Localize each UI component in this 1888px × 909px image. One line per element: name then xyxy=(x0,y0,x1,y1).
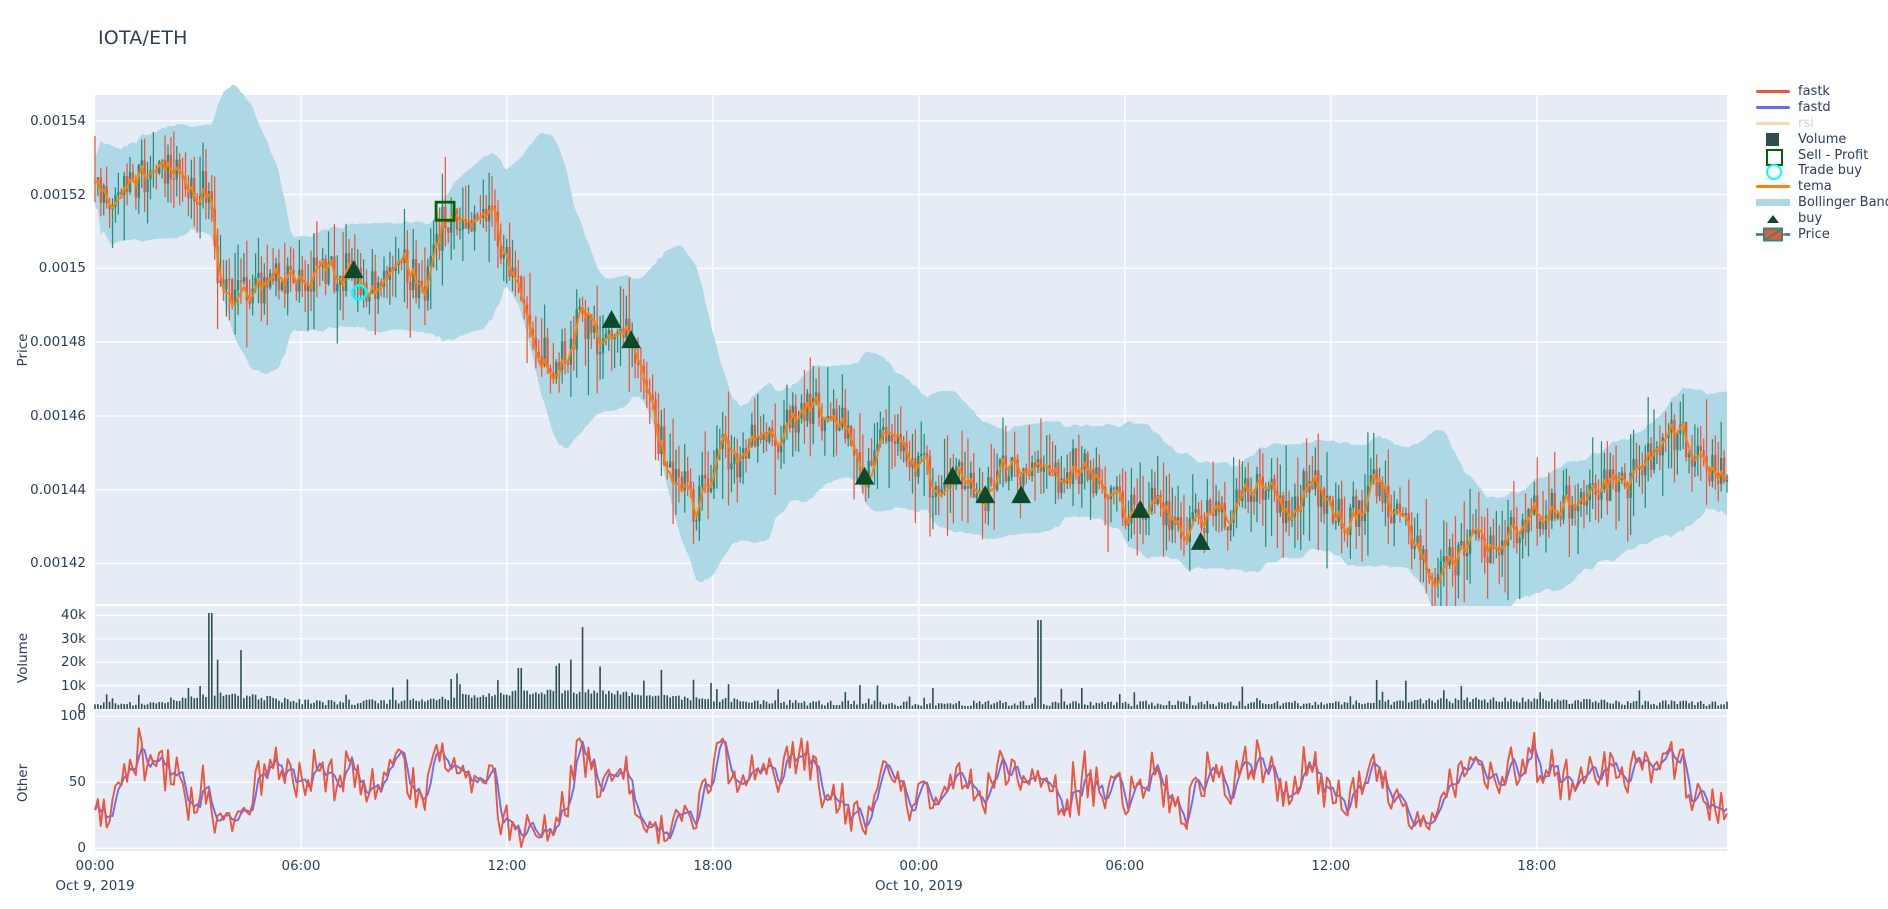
legend-label: Price xyxy=(1798,226,1830,242)
legend-item-rsi[interactable]: rsi xyxy=(1755,116,1888,132)
x-axis-tick: 06:00 xyxy=(282,858,321,874)
legend-marker-line-icon xyxy=(1755,179,1791,194)
open-circle-icon xyxy=(1766,164,1782,181)
price-y-tick: 0.00148 xyxy=(30,334,86,351)
legend-label: fastd xyxy=(1798,100,1831,116)
legend-item-fastd[interactable]: fastd xyxy=(1755,100,1888,116)
x-axis-tick: 00:00 Oct 10, 2019 xyxy=(875,858,963,894)
triangle-up-icon xyxy=(1767,214,1779,223)
band-swatch-icon xyxy=(1756,198,1790,206)
price-y-tick: 0.00152 xyxy=(30,186,86,203)
other-y-tick: 50 xyxy=(68,774,86,791)
buy-marker xyxy=(1190,531,1211,550)
trade-buy-marker xyxy=(351,284,368,301)
legend-label: tema xyxy=(1798,179,1832,195)
volume-plot-svg xyxy=(94,606,1728,710)
price-plot-svg xyxy=(93,85,1729,628)
line-swatch-icon xyxy=(1756,106,1790,110)
legend-marker-band-icon xyxy=(1755,195,1791,210)
buy-marker xyxy=(975,485,996,504)
candlestick-swatch-icon xyxy=(1756,227,1790,242)
legend-item-sell-profit[interactable]: Sell - Profit xyxy=(1755,147,1888,166)
price-axis-title: Price xyxy=(15,333,31,367)
other-axis-title: Other xyxy=(15,763,31,803)
line-swatch-icon xyxy=(1756,121,1790,125)
price-y-tick: 0.00142 xyxy=(30,555,86,572)
x-tick-time: 18:00 xyxy=(1517,858,1557,874)
legend-label: Trade buy xyxy=(1798,163,1862,179)
price-y-tick: 0.00154 xyxy=(30,112,86,129)
price-subplot xyxy=(93,85,1729,628)
legend-label: Volume xyxy=(1798,131,1847,147)
volume-y-tick: 20k xyxy=(61,654,86,671)
legend-label: Sell - Profit xyxy=(1798,147,1869,163)
x-tick-date: Oct 9, 2019 xyxy=(55,878,135,894)
legend-label: Bollinger Band xyxy=(1798,194,1888,210)
x-axis-tick: 06:00 xyxy=(1105,858,1144,874)
x-axis-tick: 12:00 xyxy=(487,858,526,874)
volume-axis-title: Volume xyxy=(15,632,31,684)
legend-item-buy[interactable]: buy xyxy=(1755,210,1888,226)
other-plot-svg xyxy=(94,711,1728,851)
x-tick-time: 00:00 xyxy=(75,858,115,874)
legend-label: buy xyxy=(1798,210,1823,226)
legend-label: rsi xyxy=(1798,115,1814,131)
buy-marker xyxy=(854,466,875,485)
volume-subplot xyxy=(94,606,1728,710)
fastk-line xyxy=(94,727,1728,848)
other-subplot xyxy=(94,711,1728,851)
legend-marker-candle-icon xyxy=(1755,227,1791,242)
x-tick-time: 12:00 xyxy=(1311,858,1351,874)
line-swatch-icon xyxy=(1756,90,1790,94)
legend-item-bollinger-band[interactable]: Bollinger Band xyxy=(1755,195,1888,211)
legend-item-tema[interactable]: tema xyxy=(1755,179,1888,195)
buy-marker xyxy=(1130,499,1151,518)
sell-profit-marker xyxy=(434,200,456,222)
legend-marker-square-open-icon xyxy=(1755,148,1791,166)
x-tick-date: Oct 10, 2019 xyxy=(874,878,963,894)
other-y-tick: 0 xyxy=(77,840,86,857)
legend-marker-circle-open-icon xyxy=(1755,163,1791,181)
x-axis-tick: 00:00 Oct 9, 2019 xyxy=(55,858,134,894)
legend-marker-line-icon xyxy=(1755,116,1791,131)
x-axis-tick: 12:00 xyxy=(1311,858,1350,874)
legend-marker-square-icon xyxy=(1755,132,1791,147)
legend-item-fastk[interactable]: fastk xyxy=(1755,84,1888,100)
price-y-tick: 0.00146 xyxy=(30,407,86,424)
x-tick-time: 00:00 xyxy=(899,858,939,874)
legend-item-trade-buy[interactable]: Trade buy xyxy=(1755,163,1888,181)
buy-marker xyxy=(1011,485,1032,504)
x-axis-tick: 18:00 xyxy=(693,858,732,874)
x-tick-time: 12:00 xyxy=(487,858,527,874)
buy-marker xyxy=(621,330,641,349)
x-tick-time: 06:00 xyxy=(281,858,321,874)
volume-y-tick: 40k xyxy=(61,607,86,624)
legend-item-volume[interactable]: Volume xyxy=(1755,131,1888,147)
chart-legend[interactable]: fastk fastd rsi Volume Sell - Profit Trade bu… xyxy=(1755,84,1888,242)
buy-marker xyxy=(343,260,364,279)
buy-marker xyxy=(601,309,622,328)
legend-marker-triangle-icon xyxy=(1755,211,1791,226)
x-tick-time: 18:00 xyxy=(693,858,733,874)
chart-title: IOTA/ETH xyxy=(98,27,188,49)
line-swatch-icon xyxy=(1756,185,1790,189)
legend-item-price[interactable]: Price xyxy=(1755,226,1888,242)
x-tick-time: 06:00 xyxy=(1105,858,1145,874)
fastd-line xyxy=(94,740,1728,840)
buy-marker xyxy=(942,466,963,485)
volume-y-tick: 30k xyxy=(61,630,86,647)
other-y-tick: 100 xyxy=(60,708,86,725)
volume-y-tick: 0 xyxy=(77,701,86,717)
volume-y-tick: 10k xyxy=(61,677,86,694)
legend-label: fastk xyxy=(1798,84,1830,100)
price-y-tick: 0.00144 xyxy=(30,481,86,498)
price-y-tick: 0.0015 xyxy=(38,260,86,277)
square-swatch-icon xyxy=(1766,132,1779,146)
legend-marker-line-icon xyxy=(1755,100,1791,115)
volume-bar-series xyxy=(94,613,1728,709)
x-axis-tick: 18:00 xyxy=(1517,858,1556,874)
legend-marker-line-icon xyxy=(1755,84,1791,99)
